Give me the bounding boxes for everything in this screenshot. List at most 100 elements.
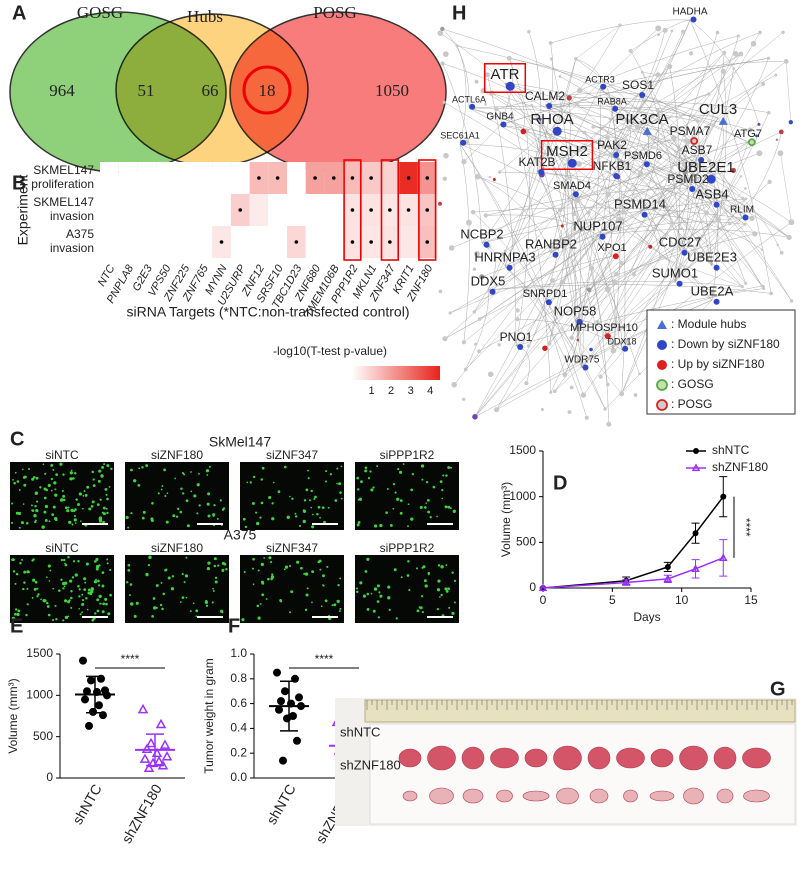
node-symbol — [612, 105, 619, 112]
node-label: UBE2A — [691, 283, 734, 298]
node-symbol — [639, 92, 646, 98]
x-tick-label: shZNF180 — [118, 781, 165, 846]
edge — [442, 28, 470, 109]
edge — [621, 176, 742, 351]
background-node — [786, 234, 792, 241]
cell-dot — [252, 475, 256, 479]
cell-dot — [39, 486, 42, 489]
cell-dot — [358, 497, 363, 501]
row-label: SKMEL147 — [33, 195, 94, 209]
cell-dot — [81, 507, 84, 510]
cell-dot — [408, 589, 411, 592]
cell-dot — [58, 589, 61, 592]
node-symbol — [572, 191, 579, 198]
edge — [442, 28, 691, 141]
cell-dot — [31, 477, 35, 481]
cell-dot — [356, 476, 360, 480]
background-node — [470, 209, 476, 215]
cell-dot — [359, 581, 363, 585]
marker — [95, 701, 103, 710]
edge — [602, 145, 676, 283]
edge — [544, 53, 741, 303]
background-node — [586, 287, 592, 293]
cell-dot — [106, 464, 110, 468]
node-symbol — [657, 320, 667, 329]
background-node — [612, 279, 618, 285]
cell-dot — [336, 599, 340, 603]
background-node — [670, 221, 674, 225]
significance-dot — [425, 240, 430, 244]
cell-dot — [96, 598, 100, 602]
set-label: POSG — [313, 3, 356, 22]
background-node — [707, 159, 711, 163]
background-node — [461, 159, 467, 165]
background-node — [561, 242, 568, 249]
cell-dot — [436, 515, 438, 518]
background-node — [788, 219, 795, 226]
cell-dot — [105, 602, 108, 606]
background-node — [560, 224, 564, 228]
cell-dot — [170, 587, 175, 591]
cell-dot — [317, 505, 321, 509]
y-tick-label: 500 — [516, 535, 536, 549]
node-label: RHOA — [530, 111, 573, 128]
cell-dot — [303, 499, 307, 502]
edge — [634, 189, 713, 267]
cell-dot — [193, 494, 197, 498]
background-node — [462, 397, 466, 401]
background-node — [586, 210, 591, 215]
cell-dot — [99, 498, 102, 501]
background-node — [788, 119, 793, 125]
node-symbol — [469, 103, 476, 110]
background-node — [614, 225, 619, 230]
background-node — [448, 311, 452, 315]
annotation: **** — [121, 652, 140, 666]
background-node — [775, 138, 779, 142]
edge — [603, 32, 718, 337]
edge — [456, 45, 749, 143]
cell-dot — [255, 511, 258, 514]
background-node — [559, 279, 565, 285]
edge — [578, 109, 613, 201]
colorbar-tick: 3 — [408, 385, 414, 397]
edge — [571, 74, 776, 195]
background-node — [461, 340, 466, 345]
cell-dot — [105, 493, 108, 496]
node-highlight — [483, 63, 527, 93]
edge — [454, 252, 552, 385]
cell-dot — [339, 607, 342, 610]
edge — [528, 31, 542, 172]
axis-label: Volume (mm³) — [499, 482, 513, 557]
cell-dot — [196, 512, 199, 515]
cell-dot — [196, 483, 200, 487]
cell-dot — [128, 594, 131, 597]
background-node — [474, 250, 480, 257]
edge — [630, 19, 691, 52]
marker — [279, 756, 287, 765]
cell-dot — [86, 608, 89, 611]
marker — [137, 703, 149, 714]
cell-dot — [195, 609, 199, 613]
cell-dot — [145, 464, 148, 467]
cell-dot — [337, 583, 340, 587]
cell-dot — [106, 497, 109, 501]
edge — [450, 255, 613, 314]
cell-dot — [98, 516, 103, 520]
cell-dot — [425, 502, 427, 504]
background-node — [526, 344, 531, 348]
cell-dot — [62, 558, 66, 562]
cell-dot — [444, 505, 448, 509]
cell-dot — [307, 469, 310, 472]
cell-dot — [242, 517, 246, 521]
background-node — [739, 175, 743, 178]
background-node — [440, 61, 445, 66]
cell-dot — [279, 598, 283, 602]
marker — [691, 564, 700, 572]
cell-dot — [256, 604, 260, 608]
background-node — [614, 271, 619, 277]
cell-dot — [164, 494, 167, 498]
cell-dot — [106, 558, 109, 561]
set-label: GOSG — [77, 3, 123, 22]
edge — [590, 333, 607, 350]
edge — [679, 121, 700, 252]
